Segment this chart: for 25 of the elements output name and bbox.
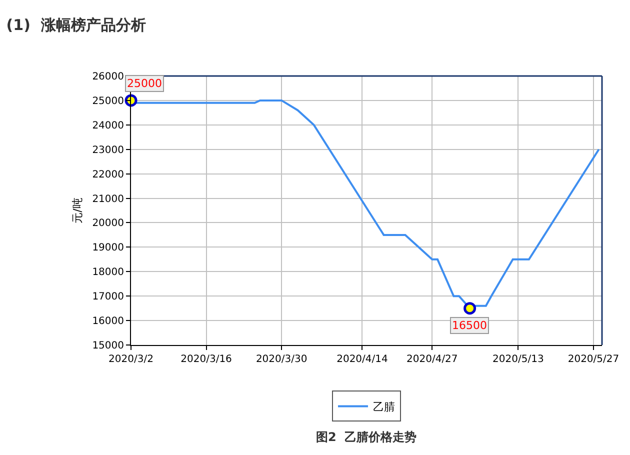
y-tick-label: 26000 bbox=[92, 72, 124, 82]
x-tick-label: 2020/5/13 bbox=[492, 354, 544, 365]
y-tick-label: 22000 bbox=[92, 169, 124, 180]
y-tick-label: 17000 bbox=[92, 292, 124, 303]
y-axis-title: 元/吨 bbox=[70, 198, 84, 224]
y-tick-label: 24000 bbox=[92, 120, 124, 132]
y-tick-label: 25000 bbox=[92, 96, 124, 107]
data-label: 25000 bbox=[127, 77, 162, 90]
y-tick-label: 19000 bbox=[92, 242, 124, 254]
data-label: 16500 bbox=[452, 319, 487, 332]
x-tick-label: 2020/3/30 bbox=[256, 354, 308, 365]
x-tick-label: 2020/4/14 bbox=[336, 354, 388, 365]
y-tick-label: 18000 bbox=[92, 267, 124, 278]
caption: 图2 乙腈价格走势 bbox=[316, 430, 417, 444]
legend-label: 乙腈 bbox=[373, 400, 395, 414]
x-tick-label: 2020/3/2 bbox=[108, 354, 154, 365]
chart-title: (1) 涨幅榜产品分析 bbox=[6, 16, 146, 34]
y-tick-label: 23000 bbox=[92, 144, 124, 156]
y-tick-label: 15000 bbox=[92, 340, 124, 352]
y-tick-label: 16000 bbox=[92, 316, 124, 328]
y-tick-label: 20000 bbox=[92, 218, 124, 230]
x-tick-label: 2020/4/27 bbox=[406, 354, 458, 365]
x-tick-label: 2020/3/16 bbox=[180, 354, 232, 365]
y-tick-label: 21000 bbox=[92, 194, 124, 205]
x-tick-label: 2020/5/27 bbox=[568, 354, 620, 365]
